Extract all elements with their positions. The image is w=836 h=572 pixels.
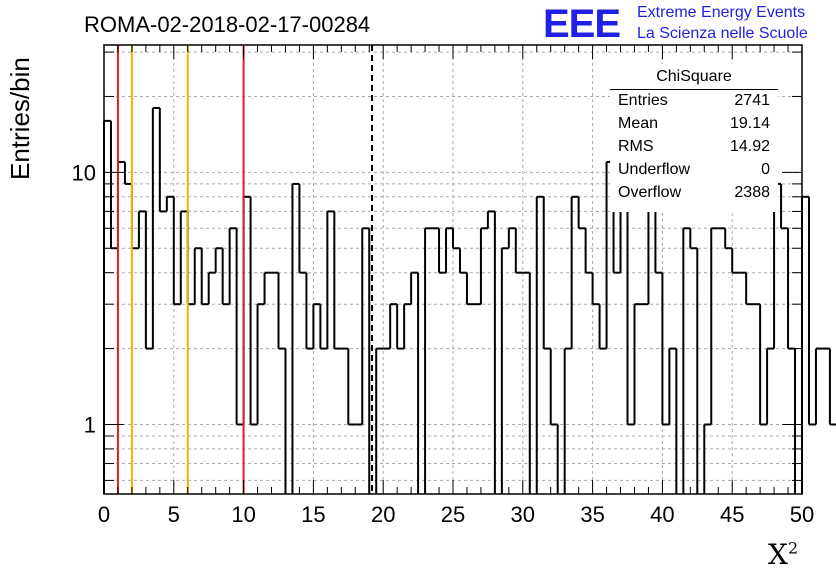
x-tick-label: 45 [720, 502, 744, 527]
grid-lines [104, 45, 802, 494]
stats-value: 19.14 [729, 115, 770, 132]
y-tick-label: 10 [72, 160, 96, 185]
stats-label: Mean [618, 115, 659, 132]
stats-box-divider [610, 89, 778, 90]
threshold-lines [116, 45, 374, 494]
stats-value: 2388 [734, 184, 770, 201]
stats-value: 14.92 [729, 138, 770, 155]
logo-subtitle-line1: Extreme Energy Events [637, 4, 806, 21]
chart-title: ROMA-02-2018-02-17-00284 [84, 12, 371, 37]
x-tick-label: 0 [98, 502, 110, 527]
stats-label: Entries [618, 92, 668, 109]
x-tick-label: 25 [441, 502, 465, 527]
x-tick-label: 30 [511, 502, 535, 527]
stats-label: Overflow [618, 184, 682, 201]
x-axis-label-base: X [768, 538, 788, 571]
stats-row-rms: RMS 14.92 [618, 138, 770, 160]
stats-box-title: ChiSquare [656, 68, 732, 85]
y-tick-label: 1 [84, 412, 96, 437]
axis-ticks [103, 45, 803, 494]
eee-logo: EEE [543, 2, 621, 46]
x-tick-label: 40 [650, 502, 674, 527]
logo-subtitle-line2: La Scienza nelle Scuole [637, 25, 808, 42]
x-tick-label: 10 [231, 502, 255, 527]
stats-value: 0 [761, 161, 770, 178]
stats-row-entries: Entries 2741 [618, 92, 770, 114]
x-axis-label-exponent: 2 [787, 538, 799, 558]
x-axis-label: X2 [768, 538, 798, 571]
stats-row-mean: Mean 19.14 [618, 115, 770, 137]
x-tick-label: 15 [301, 502, 325, 527]
stats-label: Underflow [618, 161, 691, 178]
x-tick-label: 35 [580, 502, 604, 527]
stats-label: RMS [618, 138, 654, 155]
stats-value: 2741 [734, 92, 770, 109]
stats-row-overflow: Overflow 2388 [618, 184, 770, 206]
stats-row-underflow: Underflow 0 [618, 161, 770, 183]
tick-labels: 0 5 10 15 20 25 30 35 40 45 50 1 10 [72, 160, 815, 527]
stats-box: ChiSquare Entries 2741 Mean 19.14 RMS 14… [610, 64, 778, 212]
x-tick-label: 50 [790, 502, 814, 527]
y-axis-label: Entries/bin [5, 57, 35, 180]
x-tick-label: 20 [371, 502, 395, 527]
x-tick-label: 5 [168, 502, 180, 527]
